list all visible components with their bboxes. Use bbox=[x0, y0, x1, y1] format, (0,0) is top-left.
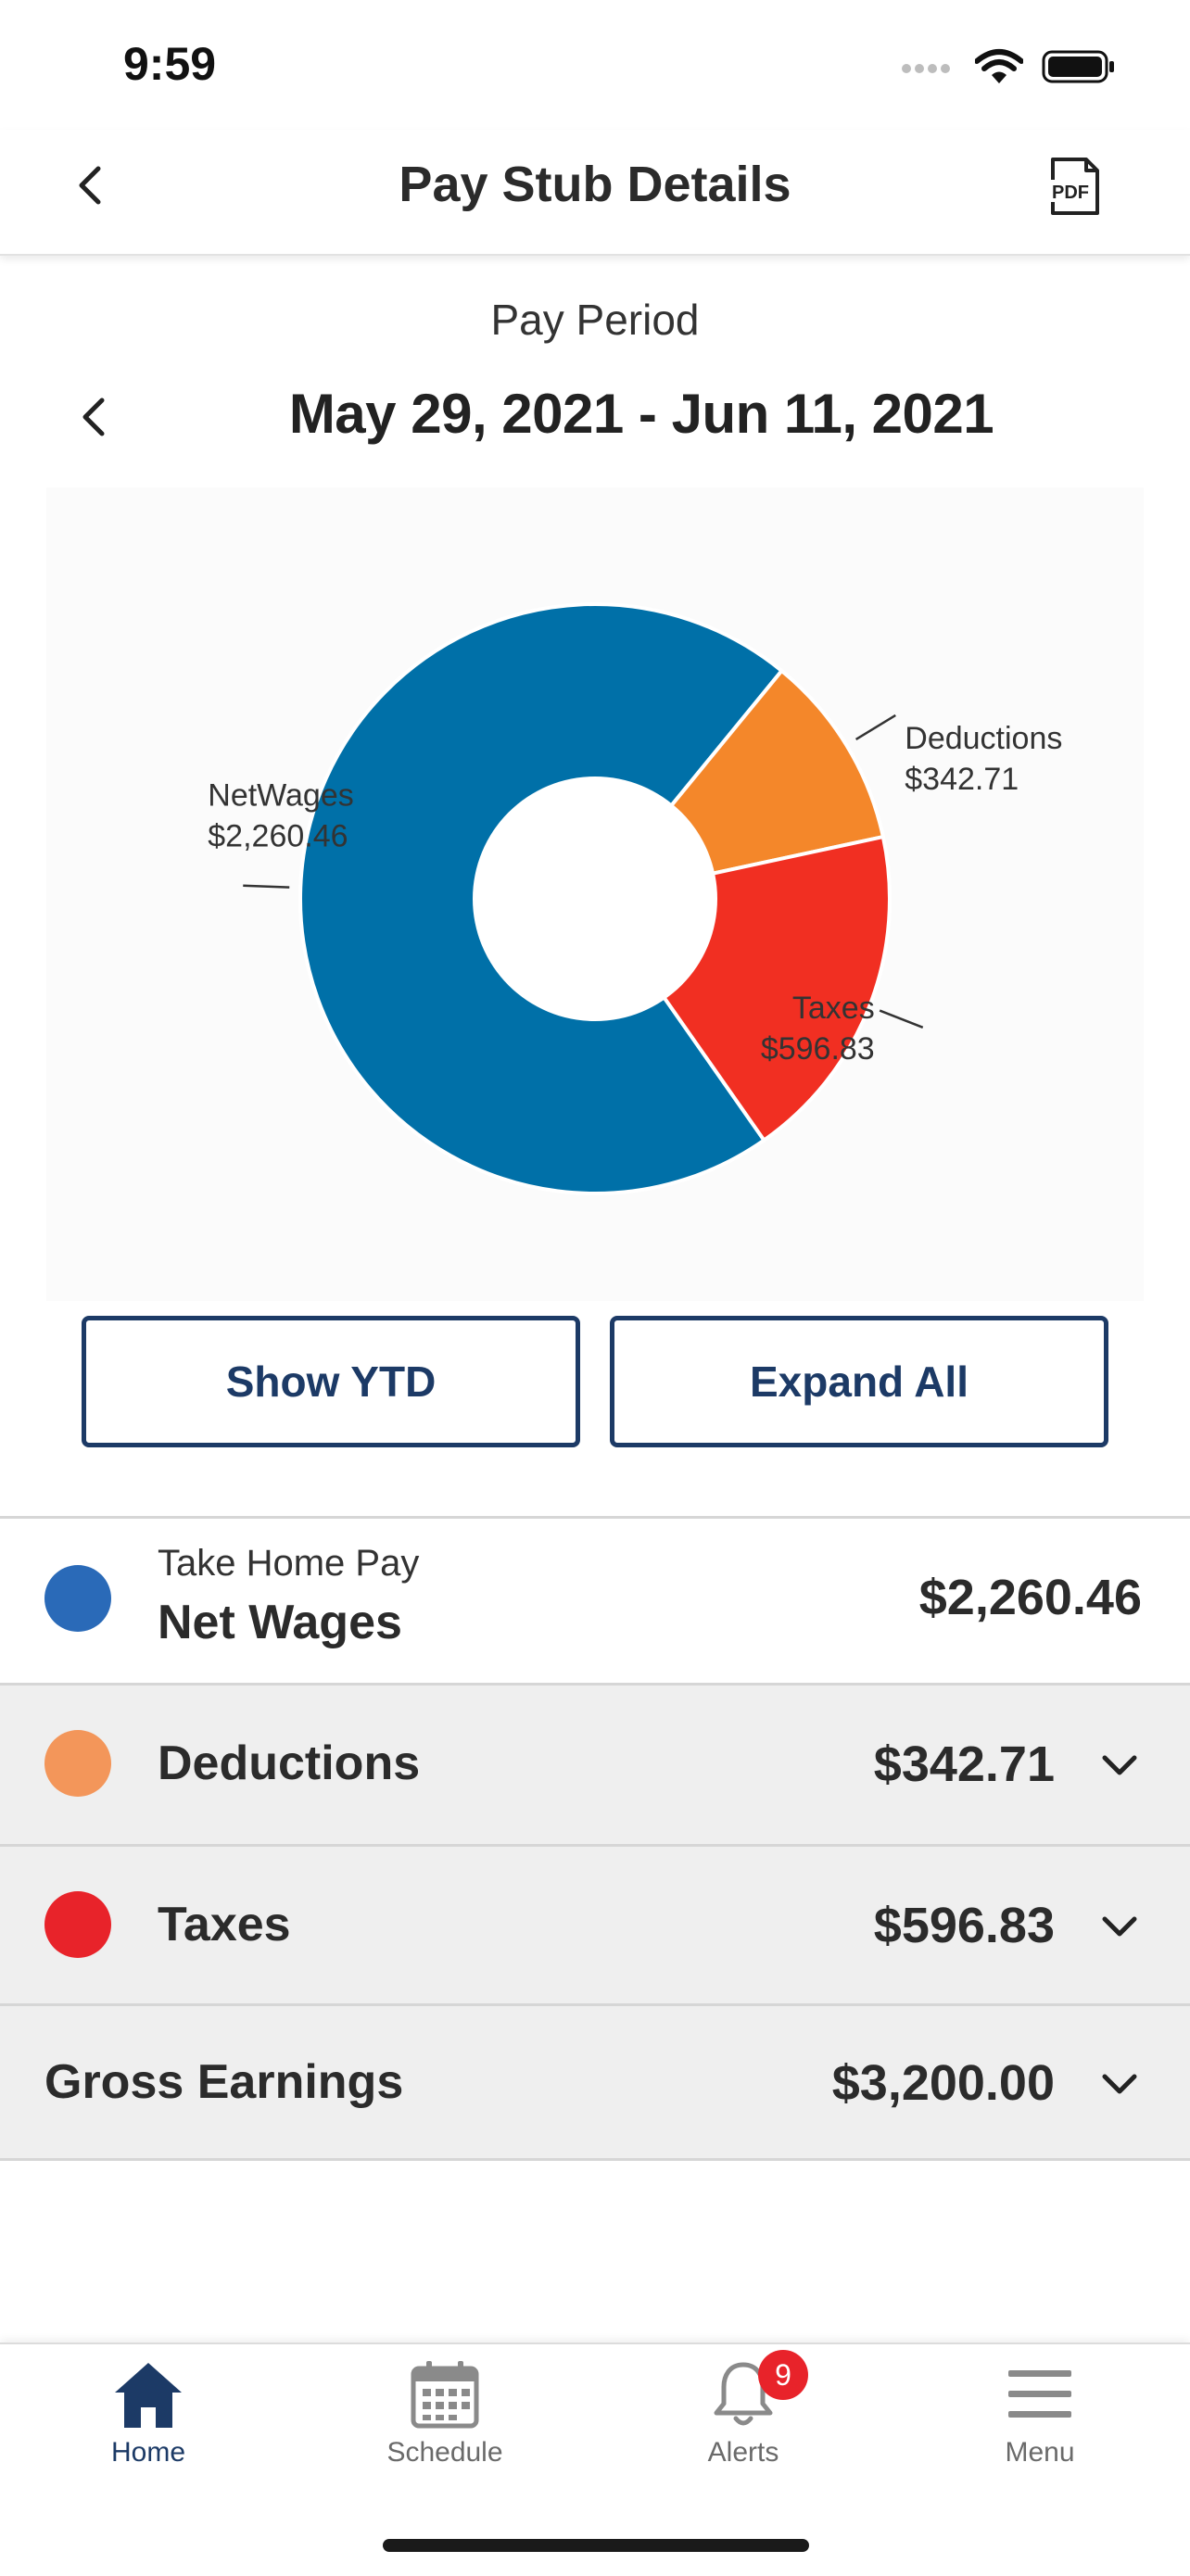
chevron-down-icon[interactable] bbox=[1097, 1743, 1142, 1787]
net-wages-amount: $2,260.46 bbox=[918, 1570, 1142, 1625]
net-wages-color-dot bbox=[44, 1565, 111, 1632]
battery-icon bbox=[1042, 50, 1114, 83]
slice-label-netwages: NetWages bbox=[208, 778, 353, 814]
tab-schedule[interactable]: Schedule bbox=[343, 2359, 547, 2480]
signal-icon bbox=[902, 64, 950, 73]
tab-menu-label: Menu bbox=[1005, 2437, 1075, 2468]
deductions-row[interactable]: Deductions $342.71 bbox=[0, 1683, 1190, 1844]
taxes-color-dot bbox=[44, 1891, 111, 1958]
expand-all-button[interactable]: Expand All bbox=[610, 1316, 1108, 1447]
previous-period-button[interactable] bbox=[67, 389, 122, 445]
pdf-download-button[interactable]: PDF bbox=[1045, 156, 1105, 217]
calendar-icon bbox=[411, 2361, 479, 2429]
menu-icon bbox=[1008, 2370, 1071, 2418]
wifi-icon bbox=[975, 49, 1023, 83]
slice-label-taxes: Taxes bbox=[792, 991, 875, 1026]
tab-menu[interactable]: Menu bbox=[938, 2359, 1142, 2480]
gross-earnings-row[interactable]: Gross Earnings $3,200.00 bbox=[0, 2003, 1190, 2161]
leader-line-taxes bbox=[879, 1009, 924, 1029]
slice-value-netwages: $2,260.46 bbox=[208, 819, 348, 854]
gross-earnings-amount: $3,200.00 bbox=[831, 2055, 1055, 2111]
show-ytd-button[interactable]: Show YTD bbox=[82, 1316, 580, 1447]
header-bar bbox=[0, 130, 1190, 256]
status-icons bbox=[901, 44, 1116, 89]
page-title: Pay Stub Details bbox=[399, 157, 791, 212]
tab-bar bbox=[0, 2342, 1190, 2576]
home-icon bbox=[115, 2363, 182, 2428]
chevron-left-icon bbox=[82, 398, 105, 436]
tab-schedule-label: Schedule bbox=[386, 2437, 503, 2468]
gross-earnings-label: Gross Earnings bbox=[44, 2055, 404, 2109]
pay-breakdown-donut-chart: NetWages $2,260.46 Deductions $342.71 Taxes $… bbox=[208, 602, 1062, 1195]
net-wages-label: Net Wages bbox=[158, 1596, 402, 1649]
leader-line-deductions bbox=[855, 713, 896, 741]
slice-value-deductions: $342.71 bbox=[905, 762, 1019, 797]
tab-alerts[interactable]: Alerts bbox=[641, 2359, 845, 2480]
take-home-pay-label: Take Home Pay bbox=[158, 1543, 420, 1584]
bell-icon bbox=[714, 2362, 773, 2426]
back-button[interactable] bbox=[63, 158, 119, 213]
deductions-amount: $342.71 bbox=[873, 1736, 1055, 1792]
tab-home-label: Home bbox=[110, 2437, 186, 2468]
chevron-left-icon bbox=[79, 166, 101, 205]
chevron-down-icon[interactable] bbox=[1097, 2062, 1142, 2106]
taxes-row[interactable]: Taxes $596.83 bbox=[0, 1844, 1190, 2003]
pay-period-label: Pay Period bbox=[490, 296, 700, 344]
taxes-label: Taxes bbox=[158, 1898, 291, 1951]
pay-period-range: May 29, 2021 - Jun 11, 2021 bbox=[288, 383, 994, 445]
leader-line-netwages bbox=[243, 884, 290, 889]
slice-label-deductions: Deductions bbox=[905, 721, 1062, 756]
taxes-amount: $596.83 bbox=[873, 1898, 1055, 1953]
net-wages-row: Take Home Pay Net Wages $2,260.46 bbox=[0, 1516, 1190, 1683]
slice-value-taxes: $596.83 bbox=[761, 1031, 875, 1067]
home-indicator bbox=[383, 2539, 809, 2552]
tab-home[interactable]: Home bbox=[46, 2359, 250, 2480]
status-time: 9:59 bbox=[123, 38, 217, 90]
deductions-color-dot bbox=[44, 1730, 111, 1797]
alerts-badge: 9 bbox=[758, 2350, 808, 2400]
deductions-label: Deductions bbox=[158, 1736, 421, 1790]
pdf-icon: PDF bbox=[1047, 158, 1099, 215]
pdf-icon-label: PDF bbox=[1052, 183, 1089, 203]
chevron-down-icon[interactable] bbox=[1097, 1904, 1142, 1949]
tab-alerts-label: Alerts bbox=[707, 2437, 779, 2468]
